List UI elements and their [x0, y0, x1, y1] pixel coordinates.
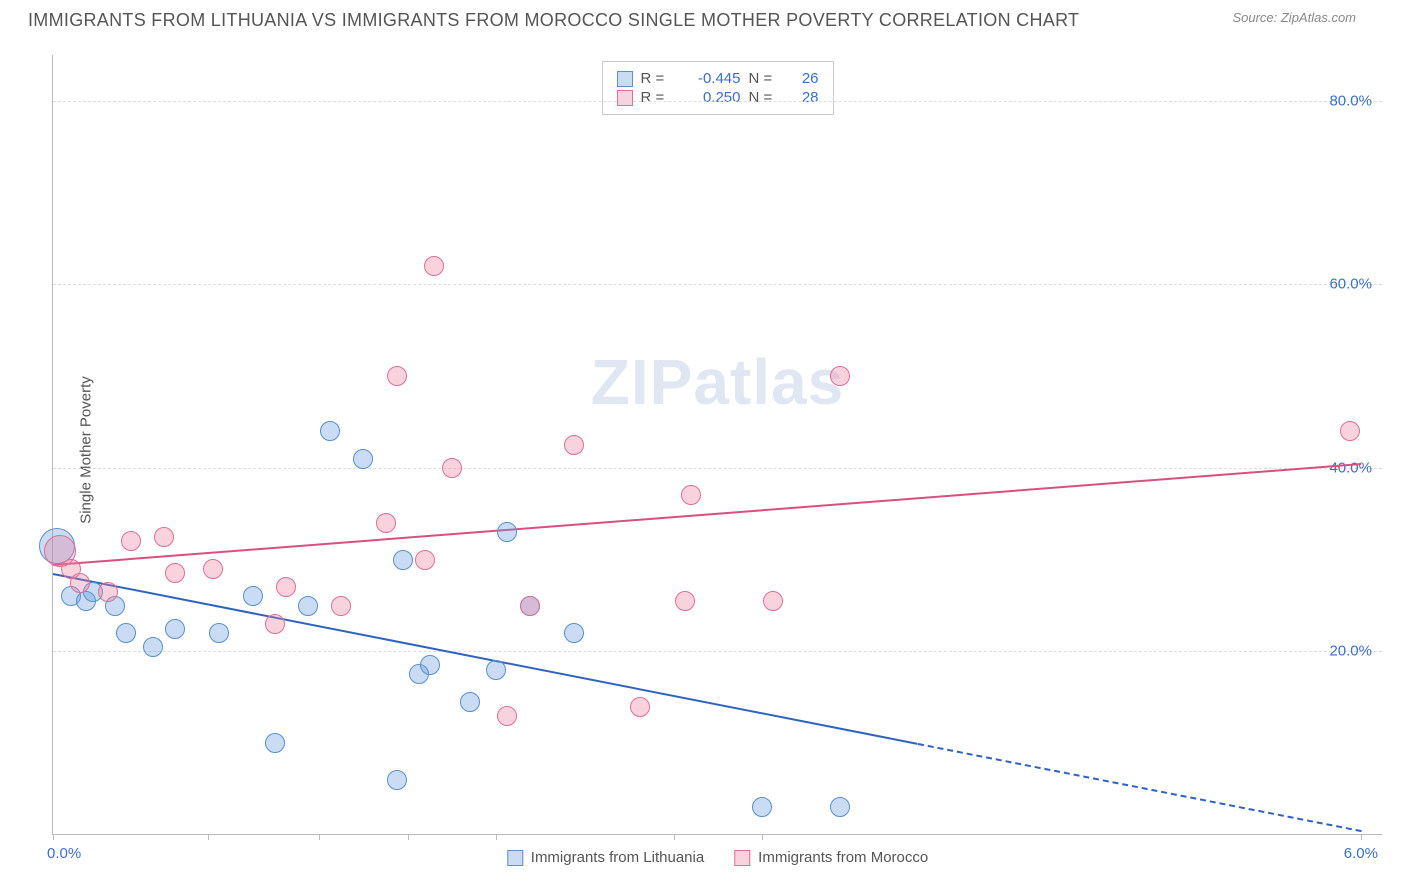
y-tick-label: 80.0% [1329, 92, 1372, 109]
x-tick [319, 834, 320, 840]
data-point [497, 522, 517, 542]
legend-item: Immigrants from Morocco [734, 849, 928, 866]
data-point [630, 697, 650, 717]
stat-value-r: -0.445 [681, 70, 741, 87]
x-tick [53, 834, 54, 840]
legend-label: Immigrants from Morocco [758, 849, 928, 866]
chart-title: IMMIGRANTS FROM LITHUANIA VS IMMIGRANTS … [28, 10, 1079, 31]
x-tick-label: 0.0% [47, 845, 81, 862]
stat-label: N = [749, 70, 781, 87]
x-tick [496, 834, 497, 840]
legend-swatch [507, 850, 523, 866]
data-point [393, 550, 413, 570]
stats-legend: R = -0.445 N = 26 R = 0.250 N = 28 [602, 61, 834, 115]
trend-line [917, 743, 1361, 832]
trend-line [53, 463, 1361, 566]
data-point [243, 586, 263, 606]
data-point [154, 527, 174, 547]
data-point [460, 692, 480, 712]
data-point [681, 485, 701, 505]
stat-value-r: 0.250 [681, 89, 741, 106]
legend-stat-row: R = -0.445 N = 26 [617, 70, 819, 87]
data-point [830, 797, 850, 817]
gridline [53, 651, 1382, 652]
y-tick-label: 40.0% [1329, 459, 1372, 476]
series-legend: Immigrants from Lithuania Immigrants from… [507, 849, 928, 866]
legend-item: Immigrants from Lithuania [507, 849, 704, 866]
data-point [265, 614, 285, 634]
gridline [53, 101, 1382, 102]
stat-value-n: 28 [789, 89, 819, 106]
data-point [442, 458, 462, 478]
stat-label: N = [749, 89, 781, 106]
data-point [165, 563, 185, 583]
data-point [415, 550, 435, 570]
data-point [1340, 421, 1360, 441]
data-point [486, 660, 506, 680]
legend-label: Immigrants from Lithuania [531, 849, 704, 866]
data-point [276, 577, 296, 597]
stat-label: R = [641, 89, 673, 106]
data-point [265, 733, 285, 753]
legend-swatch [617, 71, 633, 87]
data-point [387, 770, 407, 790]
legend-stat-row: R = 0.250 N = 28 [617, 89, 819, 106]
data-point [331, 596, 351, 616]
chart-container: Single Mother Poverty ZIPatlas R =-0.445… [0, 40, 1406, 860]
x-tick [762, 834, 763, 840]
watermark-text: ZIPatlas [591, 345, 844, 419]
stat-value-n: 26 [789, 70, 819, 87]
data-point [763, 591, 783, 611]
x-tick [1361, 834, 1362, 840]
data-point [121, 531, 141, 551]
legend-swatch [734, 850, 750, 866]
trend-line [53, 573, 918, 745]
data-point [497, 706, 517, 726]
x-tick [208, 834, 209, 840]
data-point [520, 596, 540, 616]
data-point [143, 637, 163, 657]
y-tick-label: 60.0% [1329, 276, 1372, 293]
x-tick [674, 834, 675, 840]
gridline [53, 468, 1382, 469]
x-tick-label: 6.0% [1344, 845, 1378, 862]
data-point [564, 623, 584, 643]
data-point [165, 619, 185, 639]
stat-label: R = [641, 70, 673, 87]
data-point [675, 591, 695, 611]
plot-area: ZIPatlas R =-0.445N =26R =0.250N =28 Imm… [52, 55, 1382, 835]
data-point [424, 256, 444, 276]
data-point [376, 513, 396, 533]
x-tick [408, 834, 409, 840]
legend-swatch [617, 90, 633, 106]
data-point [830, 366, 850, 386]
data-point [320, 421, 340, 441]
data-point [70, 573, 90, 593]
data-point [203, 559, 223, 579]
source-label: Source: ZipAtlas.com [1232, 10, 1386, 25]
data-point [420, 655, 440, 675]
data-point [298, 596, 318, 616]
data-point [387, 366, 407, 386]
data-point [353, 449, 373, 469]
data-point [209, 623, 229, 643]
data-point [116, 623, 136, 643]
y-tick-label: 20.0% [1329, 643, 1372, 660]
gridline [53, 284, 1382, 285]
data-point [98, 582, 118, 602]
data-point [752, 797, 772, 817]
data-point [564, 435, 584, 455]
